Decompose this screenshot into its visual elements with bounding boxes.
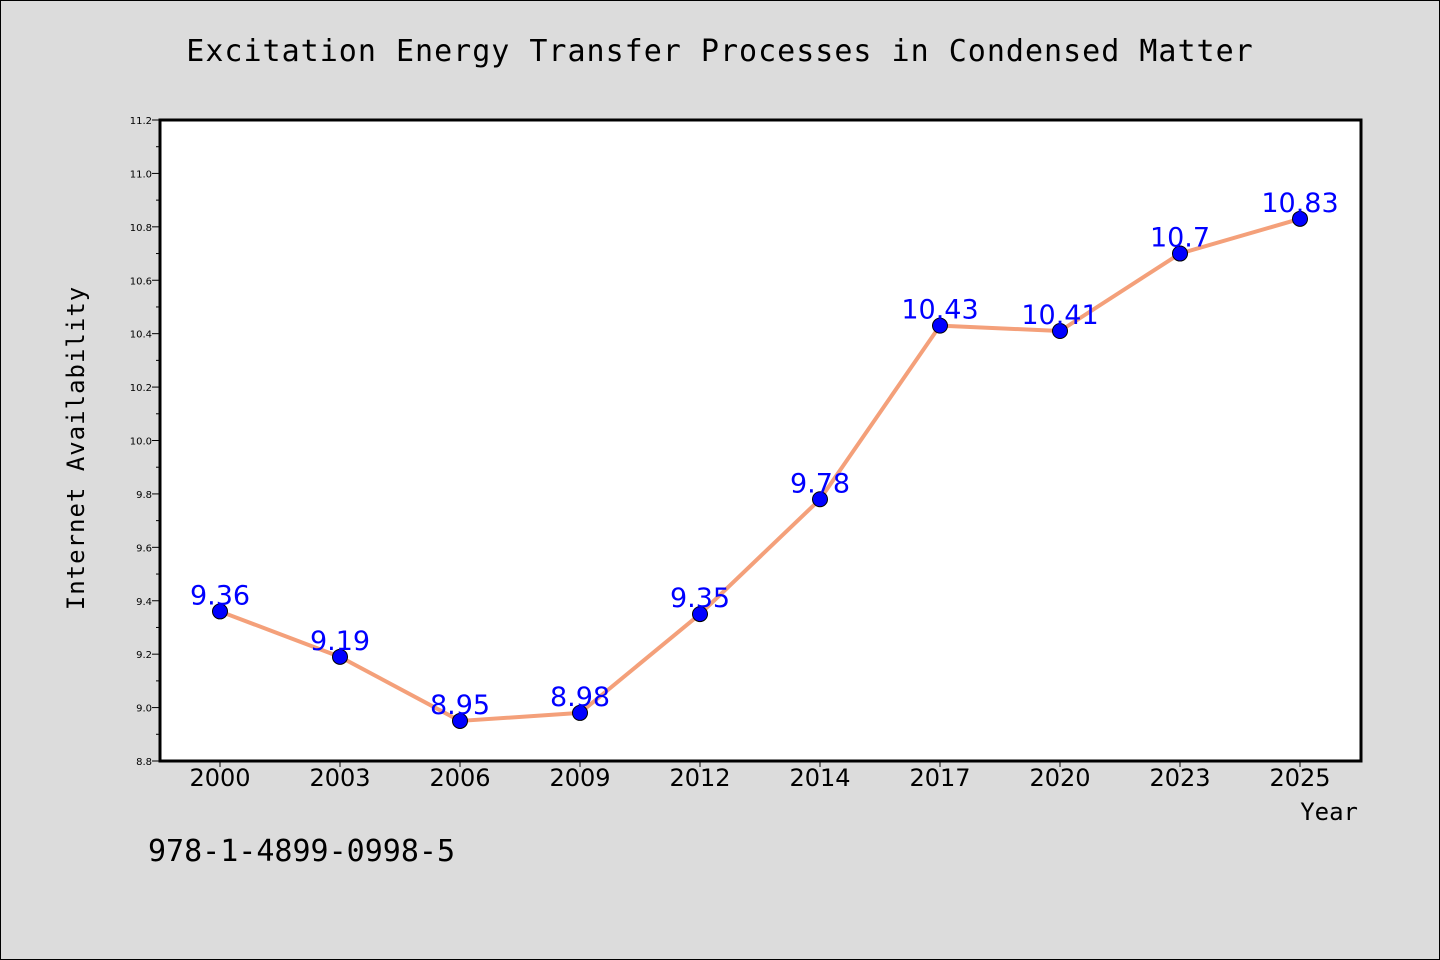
- data-point: [812, 491, 828, 508]
- data-point: [212, 603, 228, 620]
- x-tick-label: 2020: [1029, 764, 1090, 792]
- x-tick-label: 2003: [309, 764, 370, 792]
- y-tick-label: 8.8: [136, 757, 152, 768]
- plot-area: [158, 118, 1363, 763]
- x-tick-label: 2014: [789, 764, 850, 792]
- chart-title: Excitation Energy Transfer Processes in …: [186, 34, 1254, 69]
- y-tick-label: 11.0: [130, 169, 152, 180]
- x-axis-label: Year: [1300, 798, 1358, 826]
- isbn-code: 978-1-4899-0998-5: [148, 834, 456, 869]
- data-point: [1292, 210, 1308, 227]
- y-tick-label: 10.0: [130, 437, 152, 448]
- y-tick-label: 10.6: [130, 276, 152, 287]
- y-tick-label: 9.2: [136, 650, 152, 661]
- y-tick-label: 9.8: [136, 490, 152, 501]
- data-label: 10.83: [1261, 188, 1338, 219]
- y-tick-label: 10.8: [130, 223, 152, 234]
- data-label: 9.35: [670, 583, 730, 614]
- data-label: 10.43: [901, 295, 978, 326]
- data-point: [692, 606, 708, 623]
- x-tick-label: 2012: [669, 764, 730, 792]
- data-label: 9.78: [790, 468, 850, 499]
- data-label: 10.7: [1150, 223, 1210, 254]
- x-tick-label: 2025: [1269, 764, 1330, 792]
- data-point: [572, 704, 588, 721]
- data-label: 9.36: [190, 580, 250, 611]
- x-tick-label: 2009: [549, 764, 610, 792]
- data-point: [1172, 245, 1188, 262]
- y-tick-label: 9.0: [136, 704, 152, 715]
- y-axis-label: Internet Availability: [62, 286, 90, 610]
- y-tick-label: 10.4: [130, 330, 152, 341]
- data-label: 9.19: [310, 626, 370, 657]
- data-point: [932, 317, 948, 334]
- data-label: 8.95: [430, 690, 490, 721]
- x-tick-label: 2006: [429, 764, 490, 792]
- data-point: [452, 712, 468, 729]
- y-tick-label: 11.2: [130, 116, 152, 127]
- y-tick-label: 10.2: [130, 383, 152, 394]
- x-tick-label: 2017: [909, 764, 970, 792]
- series-line: [219, 216, 1301, 723]
- data-point: [332, 648, 348, 665]
- y-tick-label: 9.4: [136, 597, 152, 608]
- data-label: 10.41: [1021, 300, 1098, 331]
- x-tick-label: 2023: [1149, 764, 1210, 792]
- y-tick-label: 9.6: [136, 543, 152, 554]
- x-tick-label: 2000: [189, 764, 250, 792]
- data-label: 8.98: [550, 682, 610, 713]
- data-point: [1052, 322, 1068, 339]
